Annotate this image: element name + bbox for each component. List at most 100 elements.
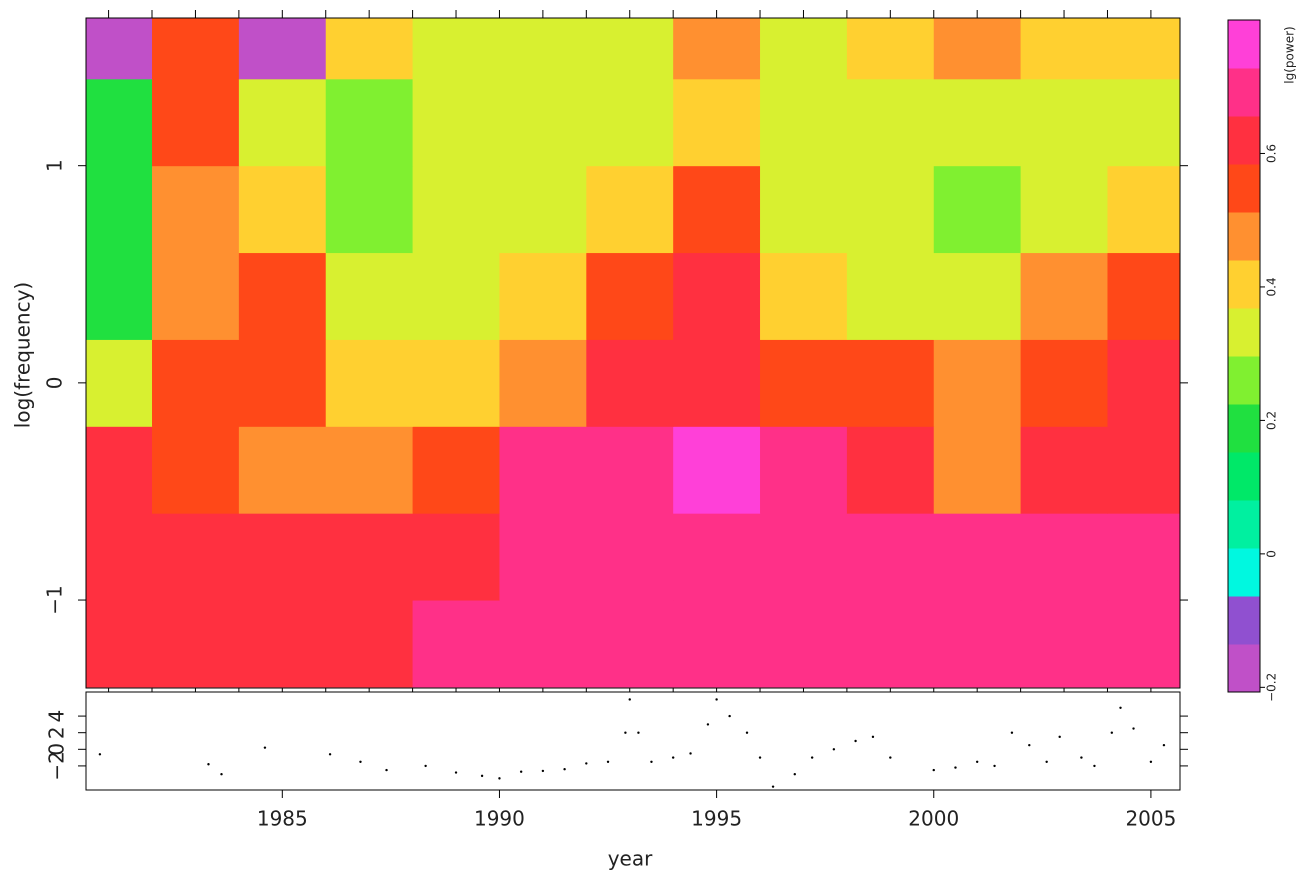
heat-cell bbox=[760, 600, 848, 688]
heat-cell bbox=[586, 339, 674, 427]
point bbox=[519, 770, 523, 773]
heat-cell bbox=[412, 426, 500, 514]
x-tick-label: 1990 bbox=[474, 807, 525, 831]
colorbar-band bbox=[1228, 68, 1260, 117]
y-tick-label: 4 bbox=[45, 710, 69, 723]
heat-cell bbox=[1107, 252, 1181, 340]
point bbox=[932, 768, 935, 772]
point bbox=[424, 764, 427, 768]
heat-cell bbox=[1020, 252, 1108, 340]
heat-cell bbox=[1107, 78, 1181, 167]
heat-cell bbox=[1020, 18, 1108, 80]
heat-cell bbox=[933, 426, 1022, 514]
heat-cell bbox=[586, 78, 674, 167]
point bbox=[385, 768, 388, 772]
point bbox=[975, 760, 979, 763]
heat-cell bbox=[760, 339, 848, 427]
point bbox=[359, 760, 362, 763]
point bbox=[1119, 706, 1122, 709]
x-tick-label: 2005 bbox=[1125, 807, 1176, 831]
heat-cell bbox=[86, 78, 153, 167]
heat-cell bbox=[238, 513, 327, 601]
heat-cell bbox=[325, 600, 414, 688]
colorbar-tick-label: −0.2 bbox=[1265, 673, 1279, 702]
colorbar-band bbox=[1228, 308, 1260, 357]
point bbox=[689, 752, 692, 755]
heat-cell bbox=[86, 165, 153, 254]
y-tick-label: 0 bbox=[43, 376, 67, 389]
colorbar-tick-label: 0 bbox=[1265, 550, 1279, 558]
point bbox=[1058, 735, 1061, 739]
heat-cell bbox=[86, 339, 153, 427]
heat-cell bbox=[152, 252, 240, 340]
heat-cell bbox=[846, 18, 935, 80]
point bbox=[1080, 756, 1083, 759]
colorbar-band bbox=[1228, 260, 1260, 309]
point bbox=[993, 764, 996, 768]
point bbox=[854, 739, 857, 743]
heat-cell bbox=[86, 513, 153, 601]
point bbox=[715, 698, 718, 701]
heat-cell bbox=[933, 18, 1022, 80]
point bbox=[671, 756, 675, 759]
heat-cell bbox=[846, 78, 935, 167]
heat-cell bbox=[846, 165, 935, 254]
heat-cell bbox=[238, 78, 327, 167]
heat-cell bbox=[586, 165, 674, 254]
heat-cell bbox=[586, 426, 674, 514]
colorbar-band bbox=[1228, 596, 1260, 645]
heat-cell bbox=[1020, 513, 1108, 601]
point bbox=[220, 773, 223, 776]
heat-cell bbox=[152, 426, 240, 514]
heat-cell bbox=[412, 165, 500, 254]
point bbox=[498, 777, 501, 780]
heat-cell bbox=[325, 426, 414, 514]
point bbox=[1110, 731, 1114, 734]
point bbox=[207, 763, 210, 766]
heat-cell bbox=[412, 339, 500, 427]
heat-cell bbox=[152, 513, 240, 601]
heat-cell bbox=[760, 426, 848, 514]
point bbox=[328, 753, 332, 756]
point bbox=[263, 746, 267, 749]
colorbar-band bbox=[1228, 644, 1260, 693]
heat-cell bbox=[760, 252, 848, 340]
colorbar-band bbox=[1228, 452, 1260, 501]
heat-cell bbox=[412, 513, 500, 601]
heat-cell bbox=[673, 78, 761, 167]
colorbar-tick-label: 0.2 bbox=[1265, 411, 1279, 430]
heat-cell bbox=[86, 18, 153, 80]
point bbox=[624, 731, 627, 734]
heat-cell bbox=[499, 339, 587, 427]
point bbox=[585, 762, 588, 765]
heat-cell bbox=[760, 513, 848, 601]
point bbox=[745, 731, 749, 734]
y-tick-label: 1 bbox=[43, 159, 67, 172]
heat-cell bbox=[760, 18, 848, 80]
point bbox=[1132, 727, 1135, 730]
heat-cell bbox=[1107, 513, 1181, 601]
colorbar-band bbox=[1228, 356, 1260, 405]
point bbox=[1093, 764, 1096, 768]
heat-cell bbox=[412, 252, 500, 340]
point bbox=[793, 773, 796, 776]
heat-cell bbox=[325, 78, 414, 167]
heat-cell bbox=[673, 426, 761, 514]
point bbox=[637, 731, 640, 734]
point bbox=[1010, 731, 1014, 734]
heat-cell bbox=[933, 513, 1022, 601]
heat-cell bbox=[760, 165, 848, 254]
heat-cell bbox=[1020, 426, 1108, 514]
colorbar-band bbox=[1228, 164, 1260, 213]
heat-cell bbox=[586, 252, 674, 340]
heat-cell bbox=[846, 513, 935, 601]
heat-cell bbox=[152, 18, 240, 80]
plot-frame bbox=[85, 691, 1181, 791]
heat-cell bbox=[1020, 78, 1108, 167]
heat-cell bbox=[1020, 165, 1108, 254]
heat-cell bbox=[412, 78, 500, 167]
heat-cell bbox=[499, 252, 587, 340]
point bbox=[1045, 760, 1048, 763]
